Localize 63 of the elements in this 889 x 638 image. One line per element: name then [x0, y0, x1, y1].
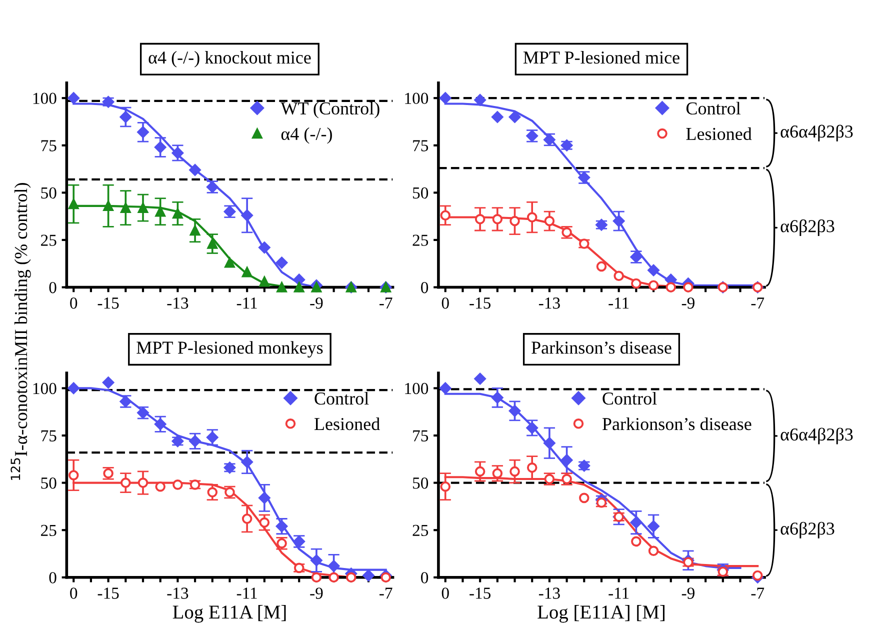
- y-tick-label: 50: [413, 477, 428, 489]
- x-tick-label: 0: [70, 588, 78, 599]
- legend-label: Lesioned: [686, 127, 752, 140]
- y-axis-title: $^{125}$I-α-conotoxinMII binding (% control): [10, 183, 31, 480]
- legend-label: α4 (-/-): [281, 127, 332, 144]
- y-tick-label: 25: [41, 524, 56, 536]
- x-tick-label: -13: [167, 588, 188, 599]
- legend-label: WT (Control): [280, 102, 380, 118]
- x-tick-label: -7: [380, 298, 392, 309]
- y-tick-label: 0: [421, 572, 428, 584]
- y-tick-label: 100: [33, 92, 56, 104]
- y-tick-label: 50: [41, 477, 56, 489]
- x-tick-label: -13: [538, 298, 560, 309]
- legend-label: Control: [602, 392, 657, 405]
- y-tick-label: 100: [405, 382, 428, 394]
- legend-label: Control: [686, 102, 741, 115]
- chart-title: α4 (-/-) knockout mice: [148, 50, 311, 68]
- x-tick-label: -15: [98, 588, 119, 599]
- x-tick-label: 0: [70, 297, 78, 309]
- x-tick-label: -7: [751, 588, 764, 599]
- x-tick-label: -11: [236, 298, 257, 309]
- y-tick-label: 0: [421, 282, 428, 294]
- x-tick-label: -7: [380, 588, 392, 599]
- text: α6β2β3: [780, 219, 834, 236]
- text: α6β2β3: [780, 522, 834, 538]
- y-tick-label: 50: [413, 187, 428, 199]
- x-tick-label: -9: [310, 588, 323, 599]
- x-axis-title: Log E11A [M]: [172, 605, 286, 623]
- text: α6α4β2β3: [780, 428, 853, 444]
- legend-label: Control: [314, 392, 369, 405]
- y-tick-label: 0: [49, 282, 56, 294]
- x-tick-label: -7: [751, 298, 764, 309]
- x-tick-label: -15: [470, 588, 491, 599]
- chart-title: Parkinson’s disease: [532, 341, 672, 354]
- x-tick-label: -9: [310, 298, 323, 309]
- x-tick-label: -15: [98, 298, 119, 309]
- x-tick-label: -9: [682, 298, 694, 309]
- x-tick-label: 0: [442, 588, 449, 599]
- x-axis-title: Log [E11A] [M]: [538, 605, 664, 623]
- y-tick-label: 25: [41, 234, 56, 246]
- chart-title: MPT P-lesioned monkeys: [136, 341, 323, 358]
- legend-label: Lesioned: [314, 417, 380, 430]
- y-tick-label: 75: [413, 430, 428, 442]
- legend-label: Parkionson’s disease: [602, 417, 752, 430]
- x-tick-label: 0: [442, 297, 449, 309]
- x-tick-label: -13: [167, 298, 188, 309]
- y-tick-label: 100: [33, 382, 56, 394]
- y-tick-label: 100: [405, 92, 428, 104]
- y-tick-label: 75: [41, 430, 56, 442]
- y-tick-label: 25: [412, 234, 428, 246]
- x-tick-label: -11: [608, 588, 629, 599]
- x-tick-label: -11: [236, 588, 257, 599]
- y-tick-label: 75: [413, 140, 428, 152]
- x-tick-label: -15: [470, 298, 491, 309]
- chart-title: MPT P-lesioned mice: [523, 50, 680, 64]
- y-tick-label: 75: [41, 140, 56, 152]
- text: α6α4β2β3: [780, 124, 853, 142]
- y-tick-label: 0: [49, 572, 56, 584]
- x-tick-label: -11: [608, 298, 629, 309]
- x-tick-label: -13: [538, 588, 560, 599]
- y-tick-label: 25: [412, 524, 428, 536]
- x-tick-label: -9: [682, 588, 694, 599]
- y-tick-label: 50: [41, 187, 56, 199]
